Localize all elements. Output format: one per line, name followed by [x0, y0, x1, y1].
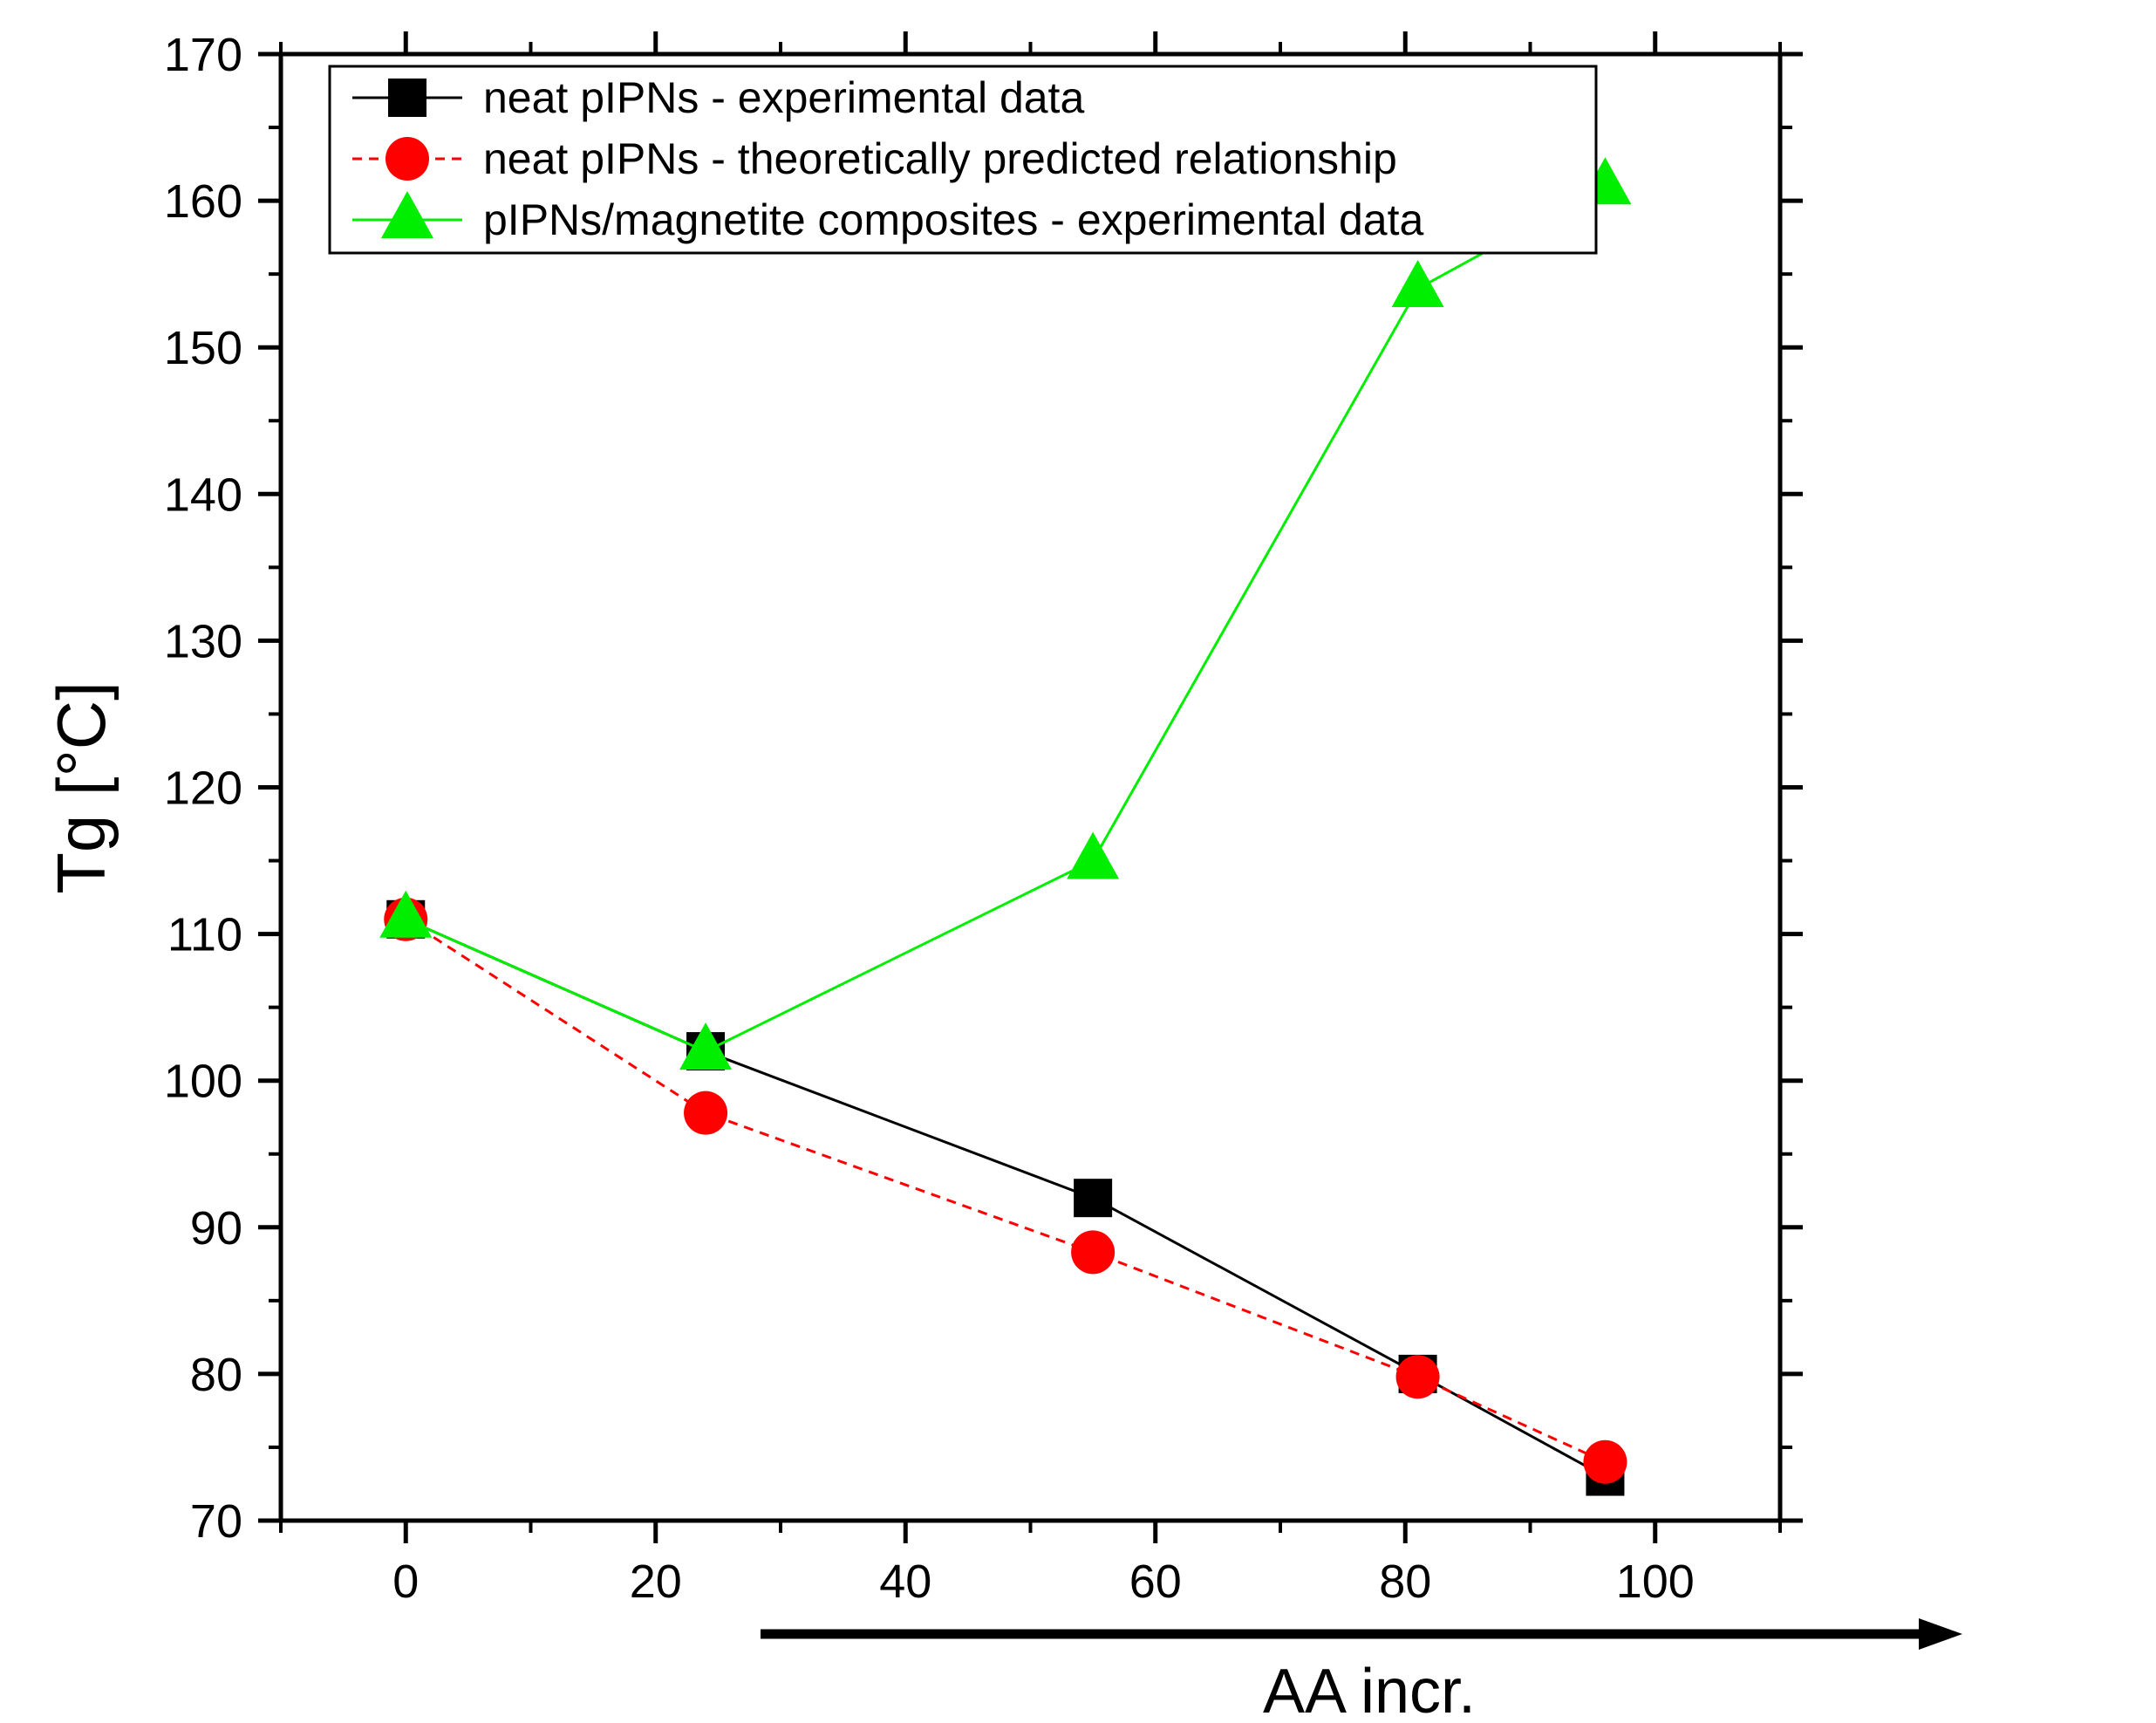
data-point-triangle — [679, 1022, 733, 1070]
data-point-triangle — [1391, 259, 1444, 307]
data-point-circle — [1583, 1439, 1627, 1484]
data-point-triangle — [1067, 831, 1120, 879]
y-tick-label: 150 — [164, 322, 242, 374]
data-point-triangle — [379, 890, 433, 938]
x-axis-title: AA incr. — [1263, 1657, 1476, 1723]
y-tick-label: 120 — [164, 762, 242, 815]
x-axis: 0 20 40 60 80 100 — [279, 31, 1782, 1608]
x-tick-label: 40 — [879, 1555, 931, 1608]
y-tick-label: 130 — [164, 615, 242, 667]
series-triangle — [379, 157, 1632, 1070]
series-layer — [379, 157, 1632, 1496]
y-tick-label: 80 — [190, 1349, 242, 1401]
legend-label: neat pIPNs - experimental data — [483, 73, 1084, 122]
y-tick-label: 110 — [167, 909, 242, 961]
legend: neat pIPNs - experimental data neat pIPNs… — [328, 65, 1598, 255]
series-line-triangle — [405, 184, 1607, 1053]
x-tick-label: 60 — [1129, 1555, 1182, 1608]
legend-marker-circle — [385, 137, 429, 181]
data-point-circle — [684, 1091, 728, 1135]
y-tick-label: 160 — [164, 175, 242, 228]
y-axis: 70 80 90 100 110 120 130 140 150 160 170 — [164, 29, 1803, 1548]
y-tick-label: 140 — [164, 468, 242, 521]
legend-box — [328, 65, 1598, 255]
y-tick-label: 90 — [190, 1202, 242, 1255]
legend-marker-triangle — [381, 191, 433, 238]
x-tick-label: 20 — [630, 1555, 682, 1608]
y-axis-title: Tg [°C] — [43, 681, 119, 894]
series-square — [386, 899, 1625, 1496]
x-tick-label: 0 — [392, 1555, 419, 1608]
y-tick-label: 100 — [164, 1056, 242, 1108]
series-circle — [384, 897, 1627, 1484]
legend-label: neat pIPNs - theoretically predicted rel… — [483, 134, 1397, 183]
legend-marker-square — [388, 79, 426, 117]
data-point-circle — [1071, 1230, 1116, 1275]
data-point-circle — [1395, 1355, 1440, 1399]
legend-label: pIPNs/magnetite composites - experimenta… — [483, 195, 1423, 244]
x-tick-label: 100 — [1616, 1555, 1695, 1608]
x-axis-arrow — [761, 1618, 1962, 1650]
data-point-square — [1074, 1179, 1113, 1218]
plot-frame — [278, 51, 1783, 1523]
x-tick-label: 80 — [1379, 1555, 1431, 1608]
y-tick-label: 170 — [164, 29, 242, 81]
y-tick-label: 70 — [190, 1495, 242, 1548]
